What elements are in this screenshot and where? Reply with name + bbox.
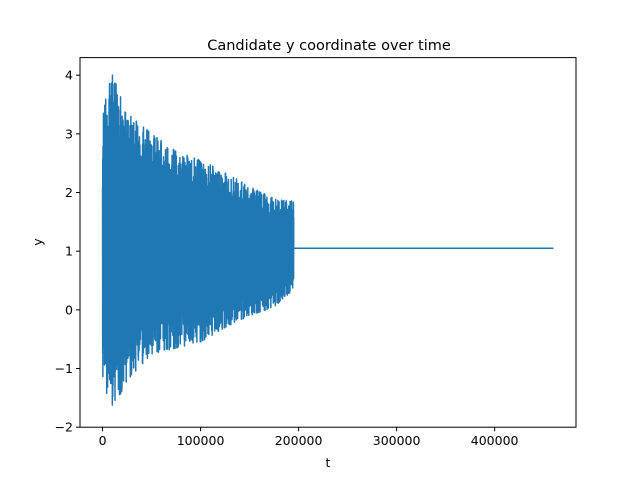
y-tick-label: 1 bbox=[65, 244, 73, 259]
x-axis: 0 100000 200000 300000 400000 bbox=[99, 427, 519, 448]
x-tick-label: 200000 bbox=[275, 433, 323, 448]
plot-area bbox=[101, 74, 554, 406]
y-tick-label: 2 bbox=[65, 185, 73, 200]
chart-title: Candidate y coordinate over time bbox=[207, 38, 451, 54]
y-axis-label: y bbox=[30, 238, 45, 246]
x-tick-label: 400000 bbox=[471, 433, 519, 448]
y-tick-label: −1 bbox=[55, 361, 73, 376]
y-tick-label: 3 bbox=[65, 126, 73, 141]
x-tick-label: 300000 bbox=[373, 433, 421, 448]
y-tick-label: 4 bbox=[65, 68, 73, 83]
x-axis-label: t bbox=[326, 455, 331, 470]
axes-frame bbox=[79, 57, 577, 428]
series-line bbox=[101, 74, 554, 406]
y-tick-label: −2 bbox=[55, 420, 73, 435]
x-tick-label: 100000 bbox=[177, 433, 225, 448]
x-tick-label: 0 bbox=[99, 433, 107, 448]
y-tick-label: 0 bbox=[65, 302, 73, 317]
y-axis: −2 −1 0 1 2 3 4 bbox=[55, 68, 80, 435]
